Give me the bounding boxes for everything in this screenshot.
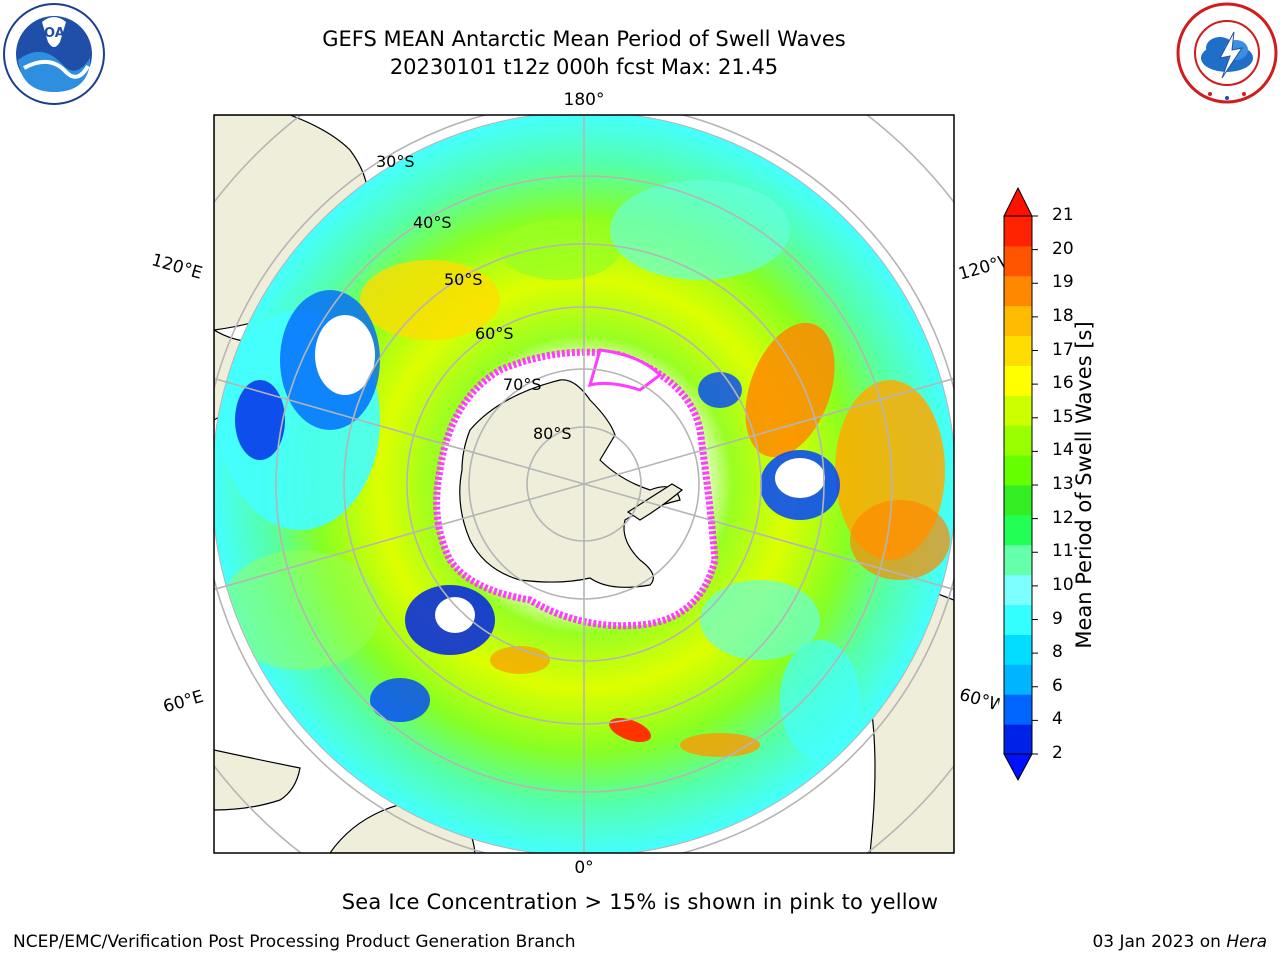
colorbar-tick-label: 20 — [1052, 238, 1074, 259]
colorbar-segment — [1004, 694, 1032, 725]
lon-label-bottom: 0° — [574, 858, 594, 878]
lat-label-60s: 60°S — [475, 324, 514, 343]
colorbar-segment — [1004, 455, 1032, 486]
colorbar — [1003, 186, 1038, 782]
colorbar-tick-label: 11 — [1052, 541, 1074, 562]
colorbar-tick-label: 18 — [1052, 305, 1074, 326]
colorbar-segment — [1004, 335, 1032, 366]
colorbar-tick-label: 13 — [1052, 474, 1074, 494]
colorbar-segment — [1004, 395, 1032, 426]
map-frame — [213, 114, 955, 854]
colorbar-segment — [1004, 305, 1032, 337]
colorbar-segment — [1004, 724, 1032, 755]
colorbar-segment — [1004, 544, 1032, 576]
colorbar-tick-label: 4 — [1052, 709, 1063, 730]
lat-label-80s: 80°S — [533, 424, 572, 443]
colorbar-under-arrow — [1003, 753, 1033, 782]
colorbar-tick-label: 8 — [1052, 642, 1063, 663]
colorbar-segment — [1004, 574, 1032, 606]
lat-label-30s: 30°S — [376, 152, 415, 171]
colorbar-segment — [1004, 275, 1032, 307]
colorbar-tick-label: 6 — [1052, 675, 1063, 696]
credit-date-text: 03 Jan 2023 on — [1092, 932, 1221, 952]
lon-label-top: 180° — [563, 90, 605, 110]
colorbar-segment — [1004, 425, 1032, 456]
land-antarctica — [459, 379, 681, 588]
lat-label-40s: 40°S — [413, 213, 452, 232]
colorbar-tick-label: 15 — [1052, 406, 1074, 427]
land-africa — [214, 749, 301, 811]
noaa-logo-text: NOAA — [33, 26, 75, 41]
colorbar-segment — [1004, 245, 1032, 277]
colorbar-label: Mean Period of Swell Waves [s] — [1072, 321, 1096, 649]
credit-host: Hera — [1226, 932, 1267, 952]
map-title: GEFS MEAN Antarctic Mean Period of Swell… — [322, 27, 846, 51]
credit-organization: NCEP/EMC/Verification Post Processing Pr… — [13, 932, 576, 952]
colorbar-tick-label: 2 — [1052, 743, 1063, 763]
colorbar-segment — [1004, 634, 1032, 665]
nws-logo — [1176, 2, 1278, 104]
lat-label-50s: 50°S — [444, 270, 483, 289]
map-subtitle: 20230101 t12z 000h fcst Max: 21.45 — [389, 55, 779, 79]
colorbar-segment — [1004, 664, 1032, 695]
credit-date: 03 Jan 2023 on Hera — [1092, 932, 1267, 952]
colorbar-tick-label: 9 — [1052, 608, 1063, 629]
noaa-logo: NOAA — [3, 3, 105, 105]
colorbar-tick-label: 14 — [1052, 440, 1074, 461]
land-antarctic-peninsula — [626, 483, 684, 521]
colorbar-segment — [1004, 514, 1032, 546]
colorbar-tick-label: 12 — [1052, 507, 1074, 528]
sea-ice-note: Sea Ice Concentration > 15% is shown in … — [341, 890, 939, 914]
colorbar-tick-label: 21 — [1052, 205, 1074, 225]
colorbar-segment — [1004, 604, 1032, 635]
colorbar-tick-label: 17 — [1052, 339, 1074, 360]
colorbar-segment — [1004, 365, 1032, 396]
lat-label-70s: 70°S — [503, 375, 542, 394]
colorbar-tick-label: 10 — [1052, 574, 1074, 595]
colorbar-segment — [1004, 216, 1032, 247]
colorbar-tick-label: 16 — [1052, 373, 1074, 394]
colorbar-segment — [1004, 485, 1032, 516]
colorbar-over-arrow — [1003, 186, 1033, 217]
colorbar-tick-label: 19 — [1052, 272, 1074, 293]
